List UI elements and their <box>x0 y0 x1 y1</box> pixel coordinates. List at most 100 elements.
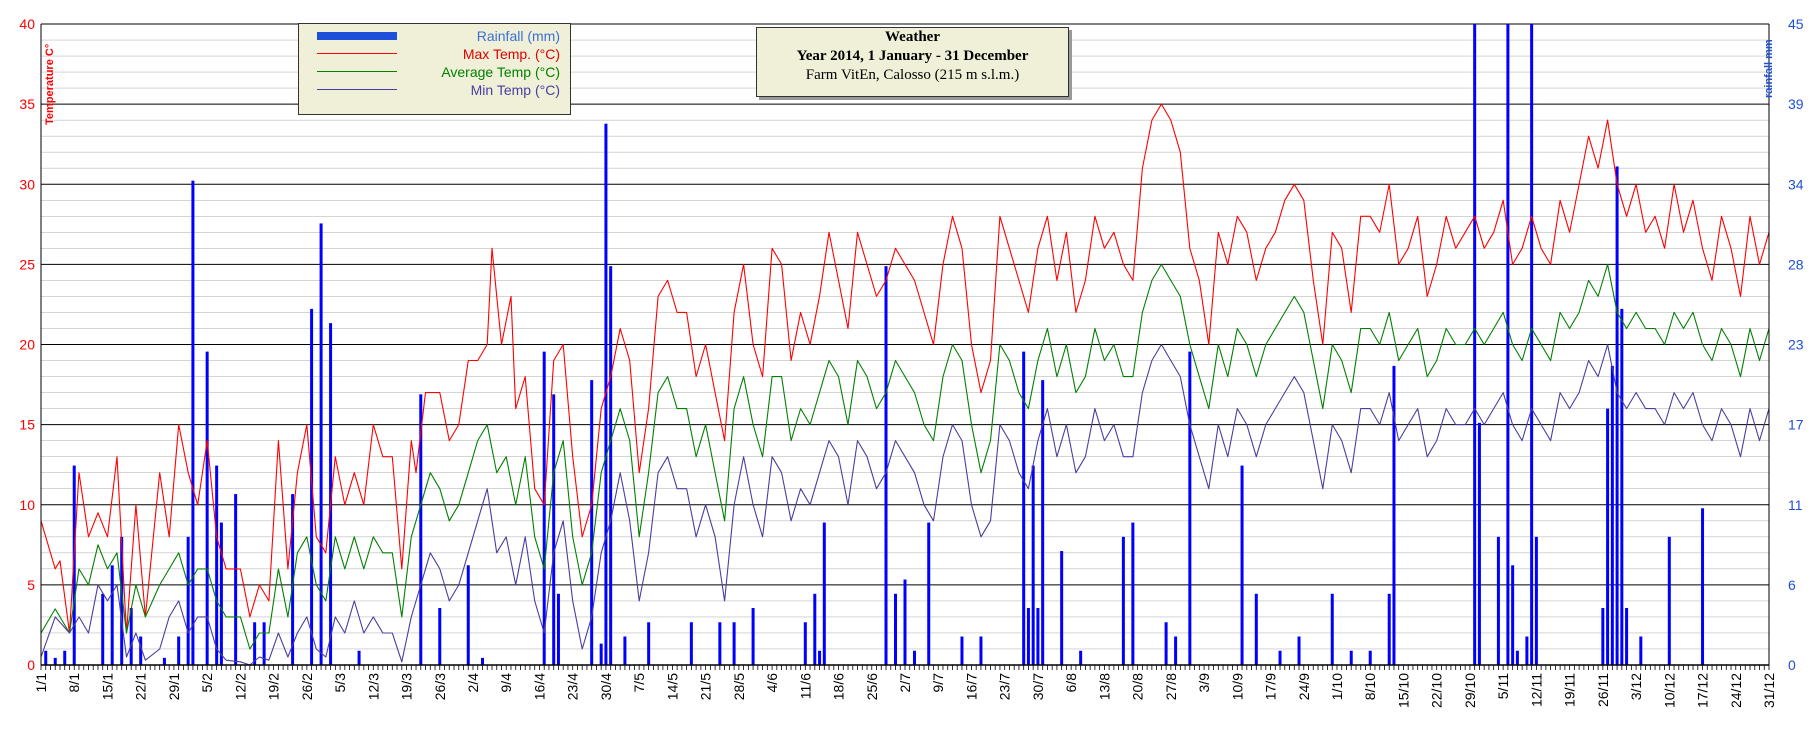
x-tick-label: 12/3 <box>365 673 381 700</box>
x-tick-label: 8/1 <box>66 673 82 693</box>
rainfall-bar <box>894 593 898 665</box>
legend-swatch-rainfall <box>317 32 397 40</box>
rainfall-bar <box>177 636 181 665</box>
legend-swatch-min-temp <box>317 89 397 90</box>
y-tick-label: 5 <box>27 577 35 593</box>
rainfall-bar <box>609 266 613 665</box>
rainfall-bar <box>718 622 722 665</box>
rainfall-bar <box>1060 551 1064 665</box>
rainfall-bar <box>960 636 964 665</box>
x-tick-label: 19/3 <box>399 673 415 700</box>
temperature-lines <box>40 103 1770 666</box>
x-tick-label: 19/2 <box>266 673 282 700</box>
rainfall-bar <box>1174 636 1178 665</box>
x-tick-label: 15/10 <box>1395 673 1411 708</box>
chart-location: Farm VitEn, Calosso (215 m s.l.m.) <box>805 67 1020 83</box>
x-tick-label: 10/12 <box>1661 673 1677 708</box>
rainfall-bar <box>556 593 560 665</box>
rainfall-bar <box>1392 365 1396 665</box>
legend-label-avg-temp: Average Temp (°C) <box>441 64 560 80</box>
y2-tick-label: 34 <box>1788 176 1804 192</box>
y-tick-label: 15 <box>19 417 35 433</box>
y-tick-label: 0 <box>27 657 35 673</box>
rainfall-bar <box>234 494 238 665</box>
y-axis-ticks: 0 5 10 15 20 25 30 35 40 <box>19 16 35 673</box>
max-temp-line <box>40 103 1770 634</box>
y2-axis-ticks: 0 6 11 17 23 28 34 39 45 <box>1788 16 1804 673</box>
rainfall-bar <box>110 565 114 665</box>
rainfall-bar <box>1610 365 1614 665</box>
rainfall-bar <box>1031 465 1035 665</box>
rainfall-bar <box>101 593 105 665</box>
y2-tick-label: 39 <box>1788 96 1804 112</box>
y2-tick-label: 45 <box>1788 16 1804 32</box>
y2-tick-label: 6 <box>1788 577 1796 593</box>
rainfall-bar <box>979 636 983 665</box>
x-tick-label: 2/4 <box>465 673 481 693</box>
rainfall-bar <box>1625 608 1629 665</box>
x-tick-label: 20/8 <box>1130 673 1146 700</box>
x-tick-label: 10/9 <box>1229 673 1245 700</box>
rainfall-bar <box>480 657 484 665</box>
x-tick-label: 6/8 <box>1063 673 1079 693</box>
rainfall-bar <box>44 650 48 665</box>
rainfall-bar <box>329 323 333 665</box>
x-tick-label: 1/10 <box>1329 673 1345 700</box>
x-tick-label: 16/4 <box>531 673 547 700</box>
x-tick-label: 23/7 <box>997 673 1013 700</box>
rainfall-bar <box>1041 380 1045 665</box>
rainfall-bar <box>63 650 67 665</box>
rainfall-bar <box>623 636 627 665</box>
x-tick-label: 11/6 <box>797 673 813 699</box>
x-tick-label: 8/10 <box>1362 673 1378 700</box>
rainfall-bar <box>542 351 546 665</box>
x-tick-label: 31/12 <box>1761 673 1777 708</box>
x-tick-label: 18/6 <box>831 673 847 700</box>
rainfall-bar <box>1511 565 1515 665</box>
y-tick-label: 30 <box>19 176 35 192</box>
x-tick-label: 14/5 <box>664 673 680 700</box>
rainfall-bar <box>72 465 76 665</box>
x-tick-label: 25/6 <box>864 673 880 700</box>
rainfall-bar <box>1496 536 1500 665</box>
rainfall-bar <box>1368 650 1372 665</box>
x-tick-label: 23/4 <box>565 673 581 700</box>
x-tick-label: 7/5 <box>631 673 647 693</box>
x-tick-label: 5/2 <box>199 673 215 693</box>
rainfall-bar <box>1330 593 1334 665</box>
rainfall-bar <box>1525 636 1529 665</box>
legend-item-avg-temp: Average Temp (°C) <box>299 64 570 81</box>
rainfall-bar <box>262 622 266 665</box>
rainfall-bar <box>129 608 133 665</box>
chart-legend: Rainfall (mm) Max Temp. (°C) Average Tem… <box>298 23 571 115</box>
rainfall-bar <box>466 565 470 665</box>
rainfall-bar <box>357 650 361 665</box>
y-tick-label: 40 <box>19 16 35 32</box>
rainfall-bar <box>1387 593 1391 665</box>
rainfall-bar <box>1534 536 1538 665</box>
x-tick-label: 3/12 <box>1628 673 1644 700</box>
x-tick-label: 17/12 <box>1695 673 1711 708</box>
rainfall-bar <box>1620 308 1624 665</box>
x-tick-label: 9/4 <box>498 673 514 693</box>
x-tick-label: 1/1 <box>33 673 49 693</box>
rainfall-bar <box>647 622 651 665</box>
rainfall-bar <box>1601 608 1605 665</box>
rainfall-bar <box>1022 351 1026 665</box>
rainfall-bar <box>1131 522 1135 665</box>
x-tick-label: 4/6 <box>764 673 780 693</box>
y-tick-label: 35 <box>19 96 35 112</box>
x-tick-label: 22/10 <box>1429 673 1445 708</box>
rainfall-bar <box>1036 608 1040 665</box>
x-tick-label: 26/2 <box>299 673 315 700</box>
legend-item-min-temp: Min Temp (°C) <box>299 82 570 99</box>
rainfall-bar <box>751 608 755 665</box>
rainfall-bar <box>689 622 693 665</box>
rainfall-bar <box>1701 508 1705 665</box>
rainfall-bar <box>818 650 822 665</box>
chart-title: Weather <box>885 29 940 45</box>
x-tick-label: 3/9 <box>1196 673 1212 693</box>
y2-tick-label: 11 <box>1788 497 1803 513</box>
x-tick-label: 26/11 <box>1595 673 1611 707</box>
rainfall-bar <box>599 643 603 665</box>
